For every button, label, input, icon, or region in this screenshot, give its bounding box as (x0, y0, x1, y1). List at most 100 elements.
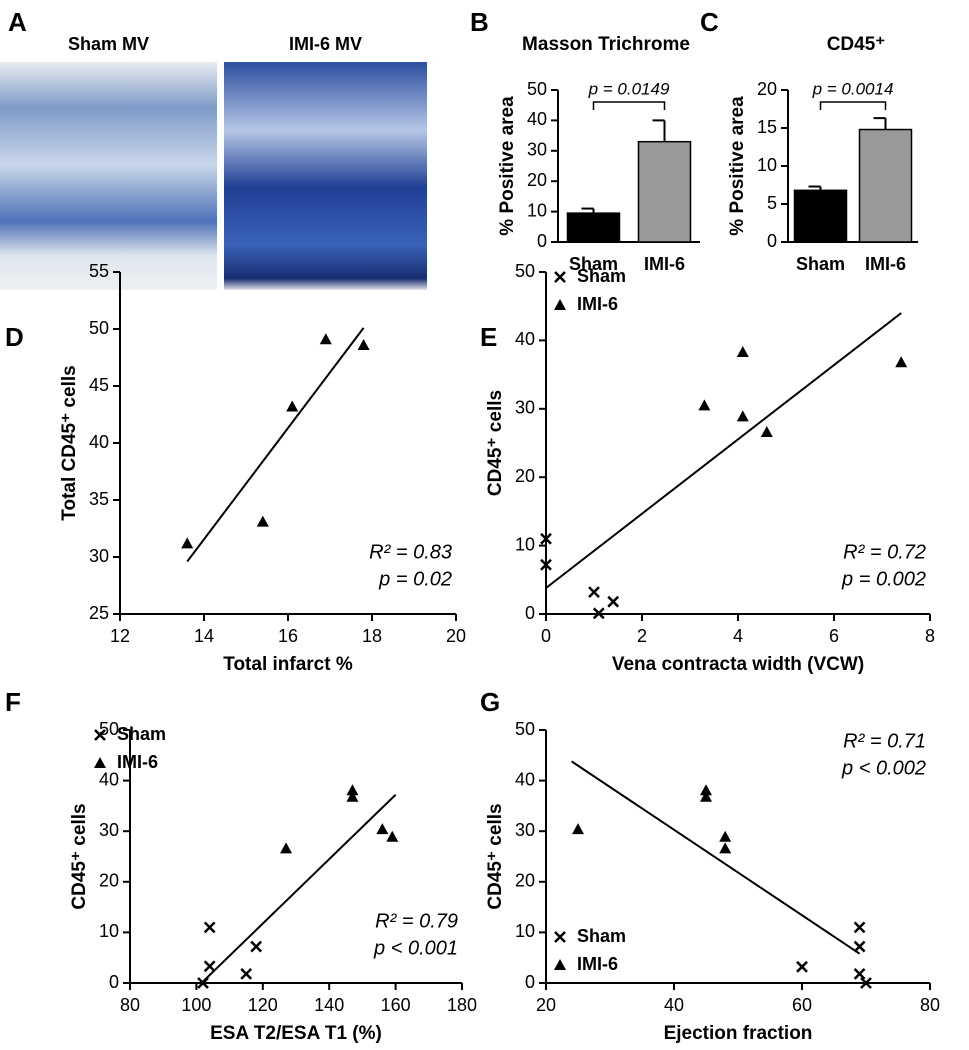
legend-label: Sham (577, 926, 626, 946)
stat-annotation: R² = 0.83 (369, 541, 452, 563)
x-tick-label: 14 (194, 626, 214, 646)
y-tick-label: 20 (99, 871, 119, 891)
y-tick-label: 30 (515, 820, 535, 840)
stat-annotation: R² = 0.72 (843, 541, 926, 563)
marker-x (250, 940, 263, 953)
y-tick-label: 10 (757, 155, 777, 175)
marker-triangle (895, 356, 908, 368)
image-label: IMI-6 MV (289, 34, 362, 54)
marker-triangle (286, 400, 299, 412)
marker-triangle (572, 823, 584, 835)
marker-x (240, 968, 253, 980)
legend-symbol (554, 271, 566, 283)
marker-x (853, 921, 866, 934)
y-tick-label: 50 (527, 79, 547, 99)
legend-symbol (94, 757, 106, 768)
y-tick-label: 30 (515, 398, 535, 418)
marker-x (592, 607, 605, 620)
x-tick-label: 80 (120, 995, 140, 1015)
y-tick-label: 50 (515, 261, 535, 281)
x-axis-label: ESA T2/ESA T1 (%) (210, 1023, 382, 1044)
y-axis-label: CD45⁺ cells (485, 390, 506, 496)
bar (793, 189, 848, 243)
x-tick-label: 40 (664, 995, 684, 1015)
marker-triangle (357, 338, 370, 350)
stat-annotation: R² = 0.79 (375, 910, 458, 932)
x-tick-label: 2 (637, 626, 647, 646)
marker-triangle (346, 790, 359, 802)
y-tick-label: 20 (515, 871, 535, 891)
x-tick-label: 60 (792, 995, 812, 1015)
y-tick-label: 40 (515, 329, 535, 349)
marker-triangle (319, 333, 332, 345)
marker-triangle (376, 823, 389, 835)
marker-x (607, 595, 620, 608)
marker-x (853, 968, 866, 980)
x-tick-label: 6 (829, 626, 839, 646)
y-axis-label: Total CD45⁺ cells (59, 365, 80, 520)
x-axis-label: Ejection fraction (664, 1023, 813, 1044)
chart-title: CD45⁺ (827, 34, 886, 55)
x-tick-label: IMI-6 (644, 254, 685, 274)
fit-line (202, 794, 397, 983)
y-tick-label: 20 (527, 170, 547, 190)
x-tick-label: 140 (314, 995, 344, 1015)
x-axis-label: Vena contracta width (VCW) (612, 654, 864, 675)
legend-symbol (554, 959, 566, 970)
legend-label: Sham (577, 266, 626, 286)
x-tick-label: 4 (733, 626, 743, 646)
marker-triangle (346, 784, 359, 796)
x-axis-label: Total infarct % (223, 654, 353, 675)
x-tick-label: 0 (541, 626, 551, 646)
panel-letter: E (480, 322, 497, 352)
y-tick-label: 40 (89, 432, 109, 452)
legend-label: IMI-6 (577, 954, 618, 974)
y-tick-label: 10 (527, 200, 547, 220)
y-tick-label: 30 (99, 820, 119, 840)
micrograph (0, 62, 217, 290)
significance-bracket (592, 101, 666, 110)
panel-letter: C (700, 7, 719, 37)
marker-x (197, 977, 209, 989)
stat-annotation: p = 0.02 (378, 568, 452, 590)
stat-annotation: R² = 0.71 (843, 730, 926, 752)
y-tick-label: 50 (515, 719, 535, 739)
y-tick-label: 10 (515, 921, 535, 941)
y-tick-label: 40 (527, 109, 547, 129)
y-tick-label: 40 (99, 769, 119, 789)
marker-triangle (256, 515, 269, 527)
y-axis-label: CD45⁺ cells (485, 803, 506, 909)
marker-triangle (719, 830, 732, 842)
y-tick-label: 40 (515, 769, 535, 789)
p-value: p = 0.0149 (588, 79, 670, 98)
x-tick-label: 80 (920, 995, 940, 1015)
marker-triangle (181, 537, 194, 549)
legend-symbol (554, 931, 566, 943)
stat-annotation: p < 0.001 (373, 937, 458, 959)
marker-triangle (719, 842, 732, 854)
fit-line (186, 327, 365, 563)
marker-triangle (698, 399, 711, 411)
y-tick-label: 50 (99, 719, 119, 739)
marker-x (853, 940, 866, 953)
marker-triangle (736, 346, 749, 358)
legend-symbol (94, 729, 106, 741)
legend-label: IMI-6 (577, 294, 618, 314)
y-tick-label: 15 (757, 117, 777, 137)
y-tick-label: 0 (525, 603, 535, 623)
x-tick-label: 20 (536, 995, 556, 1015)
marker-triangle (280, 842, 293, 854)
legend-label: IMI-6 (117, 752, 158, 772)
marker-triangle (386, 830, 399, 842)
y-axis-label: % Positive area (727, 96, 748, 236)
y-tick-label: 45 (89, 375, 109, 395)
y-tick-label: 0 (525, 972, 535, 992)
bar (566, 212, 621, 243)
significance-bracket (819, 101, 887, 110)
fit-line (545, 312, 902, 589)
y-tick-label: 35 (89, 489, 109, 509)
x-tick-label: 8 (925, 626, 935, 646)
x-tick-label: Sham (569, 254, 618, 274)
y-tick-label: 5 (767, 193, 777, 213)
x-tick-label: 12 (110, 626, 130, 646)
